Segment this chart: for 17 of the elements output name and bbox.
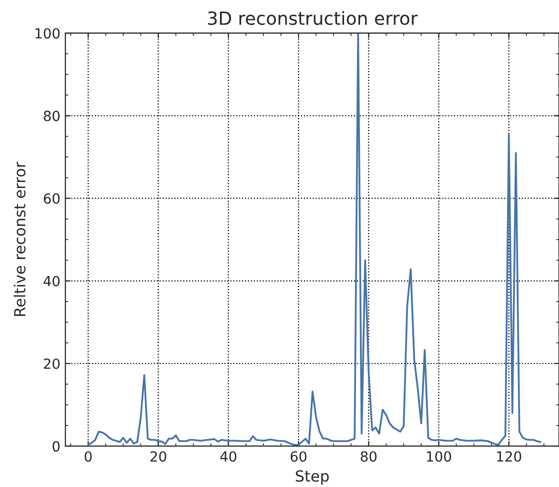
line-series [87,33,542,446]
x-tick-label: 60 [290,451,306,462]
y-tick-label: 80 [44,110,60,122]
x-tick-label: 20 [150,451,166,462]
x-tick-label: 120 [497,451,522,462]
y-tick-label: 0 [52,441,60,452]
chart-title: 3D reconstruction error [208,11,418,26]
x-tick-label: 0 [84,451,92,462]
y-tick-label: 20 [44,358,60,369]
x-axis-title: Step [296,470,329,485]
x-tick-label: 80 [360,451,377,462]
y-tick-label: 100 [36,28,60,39]
y-tick-label: 40 [44,276,60,286]
y-tick-label: 60 [44,193,60,204]
x-tick-label: 100 [427,451,452,462]
x-tick-label: 40 [220,451,236,462]
y-axis-title: Reltive reconst error [14,162,26,316]
